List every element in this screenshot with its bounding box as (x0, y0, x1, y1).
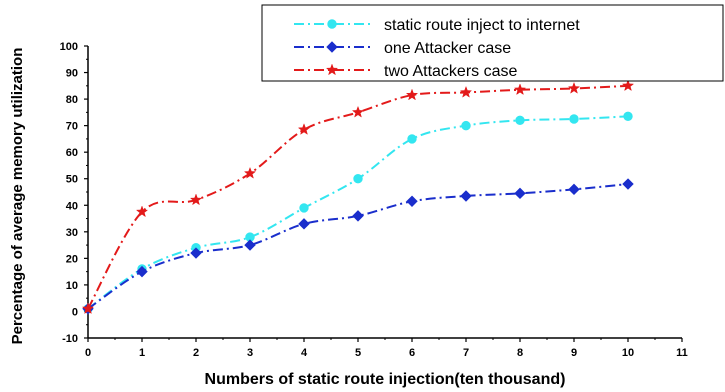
x-tick-label: 10 (622, 347, 634, 359)
data-point (407, 134, 417, 144)
data-point (515, 115, 525, 126)
legend-box (261, 4, 724, 82)
y-tick-label: 0 (72, 306, 78, 318)
x-tick-label: 2 (193, 347, 199, 359)
y-tick-label: 70 (66, 121, 78, 133)
y-tick-label: -10 (62, 333, 78, 345)
y-tick-label: 20 (66, 253, 78, 265)
data-point (189, 193, 203, 206)
y-tick-label: 30 (66, 227, 78, 239)
x-tick-label: 1 (139, 347, 145, 359)
data-point (136, 265, 148, 278)
legend-label: one Attacker case (384, 40, 511, 57)
data-point (190, 247, 202, 259)
legend-label: static route inject to internet (384, 17, 580, 34)
x-tick-label: 7 (463, 347, 469, 359)
series-layer (81, 79, 635, 315)
legend-marker (327, 19, 337, 29)
x-tick-label: 9 (571, 347, 577, 359)
series-line (87, 183, 629, 310)
data-point (569, 114, 579, 124)
data-point (298, 218, 310, 230)
x-tick-label: 6 (409, 347, 415, 359)
data-point (460, 190, 472, 202)
data-point (461, 120, 471, 131)
data-point (514, 187, 526, 200)
data-point (351, 105, 365, 118)
data-point (299, 203, 309, 213)
plot-frame (87, 46, 682, 339)
x-tick-label: 3 (247, 347, 253, 359)
y-tick-label: 50 (66, 174, 78, 186)
data-point (622, 178, 634, 190)
x-tick-label: 11 (676, 347, 688, 359)
x-tick-label: 5 (355, 347, 361, 359)
x-tick-label: 4 (301, 347, 308, 359)
data-point (244, 239, 256, 251)
legend-marker (326, 41, 338, 53)
legend-label: two Attackers case (384, 63, 517, 80)
y-tick-label: 100 (60, 41, 78, 53)
data-point (352, 210, 364, 222)
y-tick-label: 40 (66, 200, 78, 212)
y-tick-label: 10 (66, 280, 78, 292)
x-tick-label: 0 (85, 347, 91, 359)
data-point (513, 83, 527, 96)
data-point (621, 79, 635, 92)
series-2 (82, 178, 634, 315)
y-axis-title: Percentage of average memory utilization (9, 48, 26, 345)
data-point (406, 195, 418, 207)
x-tick-label: 8 (517, 347, 523, 359)
legend: static route inject to internet one Attac… (261, 4, 724, 82)
y-tick-label: 90 (66, 68, 78, 80)
x-axis-title: Numbers of static route injection(ten th… (205, 371, 566, 388)
data-point (568, 183, 580, 196)
series-3 (81, 79, 635, 315)
data-point (297, 123, 311, 135)
y-axis: -10 0 10 20 30 40 50 60 70 80 90 100 (60, 41, 88, 345)
series-line (87, 84, 629, 310)
data-point (135, 205, 149, 218)
data-point (243, 166, 257, 179)
data-point (81, 302, 95, 315)
y-tick-label: 60 (66, 147, 78, 159)
data-point (567, 81, 581, 94)
legend-marker (325, 63, 339, 76)
data-point (405, 88, 419, 101)
data-point (459, 85, 473, 98)
data-point (623, 111, 633, 122)
y-tick-label: 80 (66, 94, 78, 106)
x-axis: 0 1 2 3 4 5 6 7 8 9 10 11 (85, 338, 688, 359)
data-point (353, 174, 363, 184)
